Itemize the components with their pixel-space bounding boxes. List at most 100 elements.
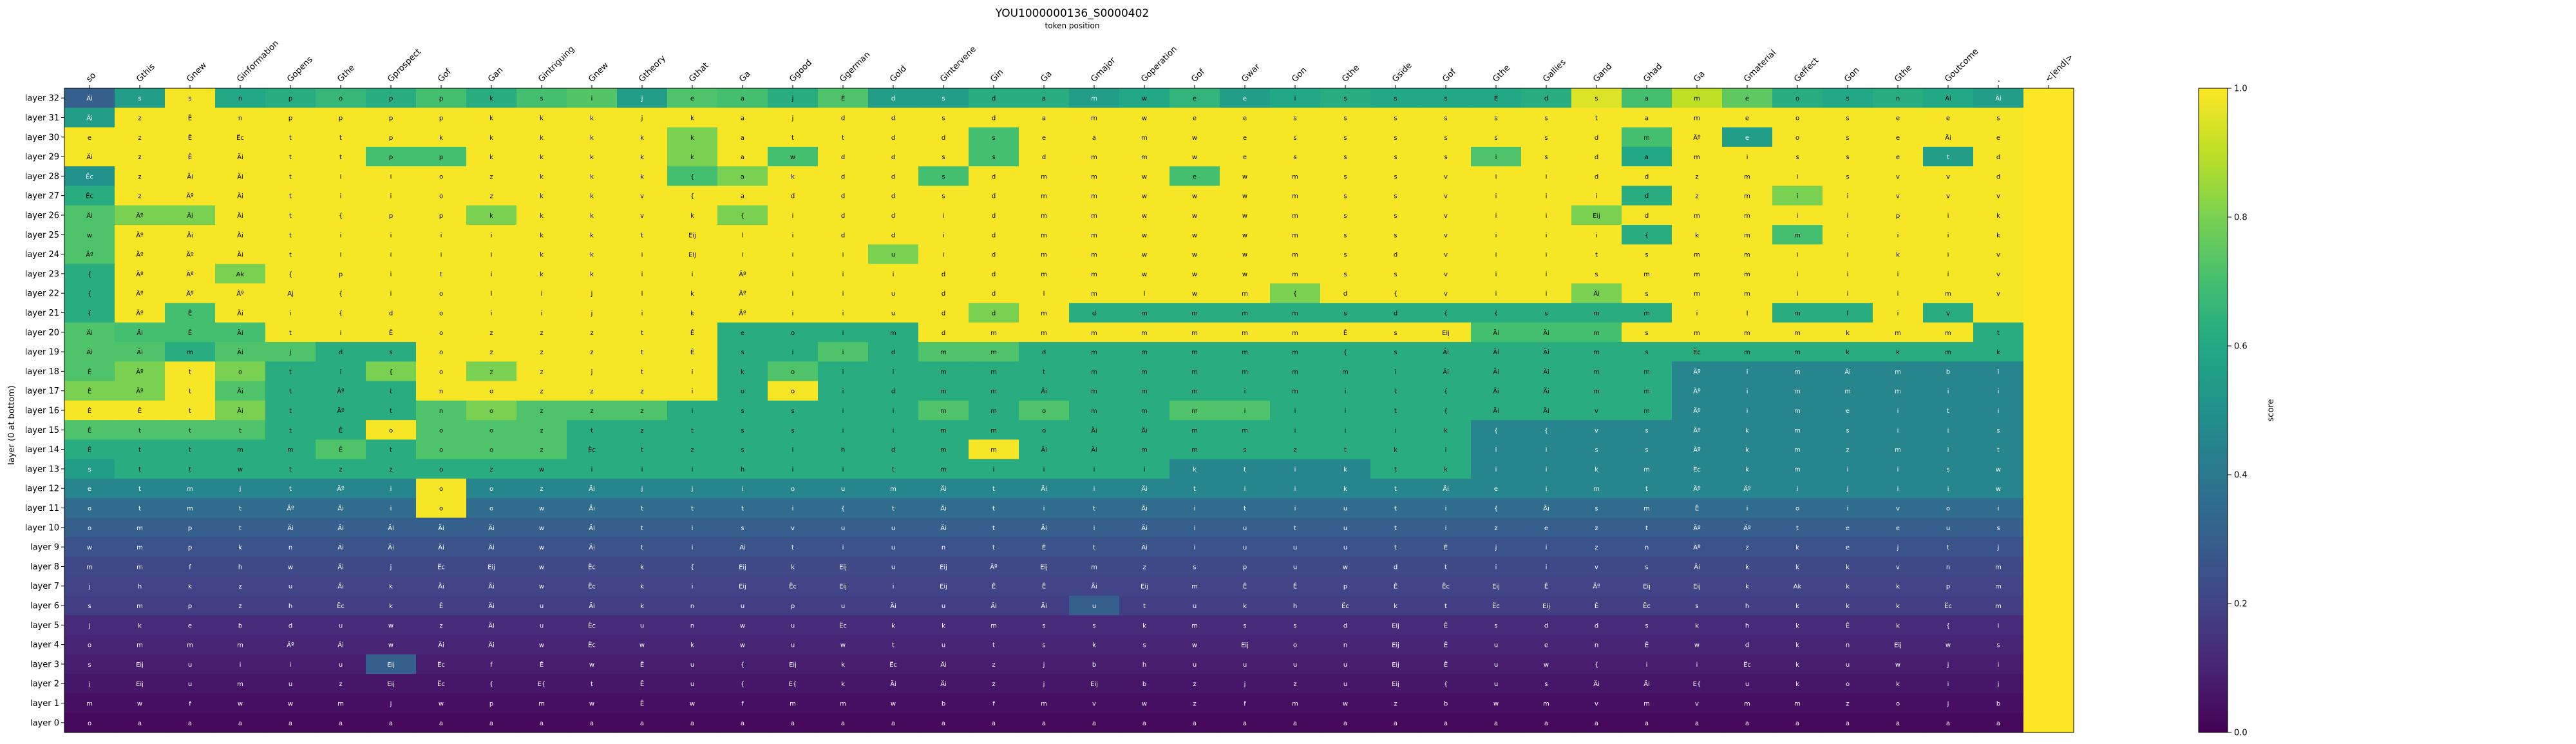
cell-label: m xyxy=(538,701,545,708)
heatmap-cell xyxy=(1873,595,1924,616)
cell-label: p xyxy=(389,135,393,142)
heatmap-cell xyxy=(1873,205,1924,225)
heatmap-cell xyxy=(717,557,768,577)
cell-label: t xyxy=(1294,525,1296,532)
heatmap-cell xyxy=(416,225,467,245)
heatmap-cell xyxy=(1823,381,1873,401)
cell-label: i xyxy=(1847,193,1849,200)
cell-label: v xyxy=(640,193,644,200)
cell-label: k xyxy=(590,115,594,122)
heatmap-cell xyxy=(1923,674,1974,694)
heatmap-cell xyxy=(667,595,718,616)
heatmap-cell xyxy=(115,693,166,714)
cell-label: d xyxy=(841,115,845,122)
heatmap-cell xyxy=(818,244,869,265)
cell-label: s xyxy=(1645,447,1648,454)
heatmap-cell xyxy=(1370,400,1421,421)
cell-label: i xyxy=(1897,310,1899,317)
cell-label: u xyxy=(891,525,895,532)
heatmap-cell xyxy=(1019,88,1070,108)
heatmap-cell xyxy=(768,205,819,225)
cell-label: d xyxy=(1042,154,1046,161)
heatmap-cell xyxy=(265,263,316,284)
cell-label: s xyxy=(1343,135,1347,142)
heatmap-cell xyxy=(1571,615,1622,636)
cell-label: s xyxy=(741,408,744,415)
heatmap-cell xyxy=(1019,498,1070,519)
heatmap-cell xyxy=(969,439,1019,460)
heatmap-cell xyxy=(1270,244,1321,265)
heatmap-cell xyxy=(1722,420,1773,441)
cell-label: m xyxy=(1744,330,1750,337)
heatmap-cell xyxy=(1421,361,1472,382)
heatmap-cell xyxy=(1622,517,1672,538)
x-tick-label: <|end|> xyxy=(2043,52,2076,84)
cell-label: z xyxy=(138,115,141,122)
cell-label: i xyxy=(1847,466,1849,473)
heatmap-cell xyxy=(667,283,718,303)
cell-label: u xyxy=(1846,662,1850,669)
cell-label: s xyxy=(1343,173,1347,180)
heatmap-cell xyxy=(818,439,869,460)
cell-label: i xyxy=(1345,388,1347,396)
heatmap-cell xyxy=(868,400,919,421)
cell-label: e xyxy=(1042,135,1046,142)
cell-label: Ê xyxy=(1544,582,1548,591)
x-tick-label: Gthe xyxy=(1491,63,1512,84)
cell-label: Äi xyxy=(1493,387,1499,396)
cell-label: d xyxy=(992,232,996,239)
heatmap-cell xyxy=(868,615,919,636)
heatmap-cell xyxy=(1772,479,1823,499)
cell-label: t xyxy=(791,135,794,142)
heatmap-cell xyxy=(1471,263,1522,284)
heatmap-cell xyxy=(1119,576,1170,596)
cell-label: m xyxy=(1292,368,1298,376)
heatmap-cell xyxy=(466,400,517,421)
heatmap-cell xyxy=(1672,166,1723,187)
cell-label: i xyxy=(1546,213,1548,220)
cell-label: i xyxy=(842,271,844,278)
heatmap-cell xyxy=(115,576,166,596)
cell-label: m xyxy=(1794,232,1801,239)
x-tick-label: Gan xyxy=(486,66,505,84)
cell-label: v xyxy=(1695,701,1699,708)
heatmap-cell xyxy=(466,205,517,225)
cell-label: Äº xyxy=(186,251,194,259)
cell-label: i xyxy=(340,252,342,259)
colorbar-tick-label: 0.4 xyxy=(2234,471,2248,481)
heatmap-cell xyxy=(667,400,718,421)
cell-label: v xyxy=(1444,271,1448,278)
cell-label: i xyxy=(1546,291,1548,298)
heatmap-cell xyxy=(316,654,366,674)
cell-label: p xyxy=(439,95,443,102)
heatmap-cell xyxy=(818,146,869,167)
cell-label: m xyxy=(187,349,193,356)
cell-label: k xyxy=(640,173,644,180)
heatmap-cell xyxy=(1571,537,1622,557)
heatmap-cell xyxy=(1320,674,1371,694)
cell-label: m xyxy=(1091,252,1097,259)
cell-label: m xyxy=(1141,368,1148,376)
heatmap-cell xyxy=(466,557,517,577)
heatmap-cell xyxy=(1571,479,1622,499)
heatmap-cell xyxy=(1823,615,1873,636)
heatmap-cell xyxy=(1220,341,1271,362)
heatmap-cell xyxy=(717,127,768,148)
cell-label: i xyxy=(1345,408,1347,415)
cell-label: i xyxy=(692,525,694,532)
cell-label: m xyxy=(790,701,796,708)
heatmap-cell xyxy=(717,400,768,421)
heatmap-cell xyxy=(768,88,819,108)
cell-label: k xyxy=(640,564,644,571)
heatmap-cell xyxy=(64,576,115,596)
heatmap-cell xyxy=(1973,459,2024,479)
heatmap-cell xyxy=(64,557,115,577)
cell-label: Ê xyxy=(1494,94,1498,102)
cell-label: i xyxy=(1947,427,1949,434)
y-tick-label: layer 0 xyxy=(30,718,59,728)
cell-label: u xyxy=(339,662,343,669)
heatmap-cell xyxy=(969,381,1019,401)
y-tick-label: layer 29 xyxy=(25,153,59,162)
cell-label: o xyxy=(1795,115,1799,122)
cell-label: i xyxy=(1495,173,1497,180)
